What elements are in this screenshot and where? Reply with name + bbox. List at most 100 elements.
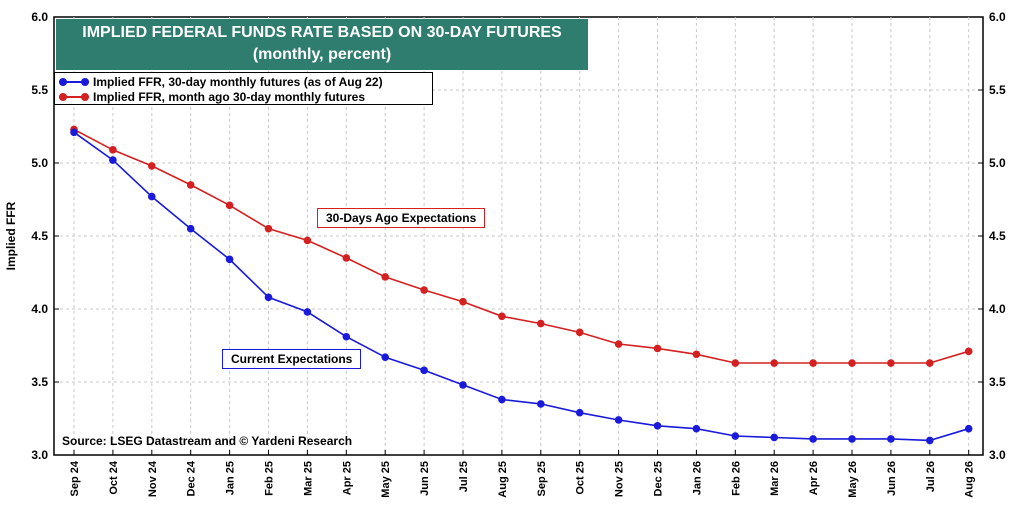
data-point-month-ago (148, 162, 156, 170)
data-point-current (148, 192, 156, 201)
data-point-month-ago (186, 181, 195, 189)
x-tick-label: Aug 26 (964, 461, 976, 498)
data-point-current (731, 432, 740, 440)
data-point-month-ago (303, 236, 312, 245)
legend-label-month-ago: Implied FFR, month ago 30-day monthly fu… (93, 89, 366, 104)
data-point-current (303, 308, 312, 316)
legend: Implied FFR, 30-day monthly futures (as … (54, 72, 433, 105)
legend-label-current: Implied FFR, 30-day monthly futures (as … (93, 74, 383, 89)
data-point-current (459, 381, 467, 389)
data-point-month-ago (264, 224, 273, 233)
y-axis-left: 3.0 3.5 4.0 4.5 5.0 5.5 6.0 (31, 10, 59, 462)
data-point-current (653, 422, 662, 430)
x-tick-label: May 26 (847, 461, 859, 498)
legend-marker-current-end (81, 77, 89, 86)
data-point-month-ago (731, 359, 740, 367)
x-tick-label: Aug 25 (497, 461, 509, 498)
legend-marker-month-ago (59, 92, 67, 101)
x-tick-label: Oct 25 (575, 461, 587, 495)
y-tick-label-left: 6.0 (31, 10, 48, 24)
data-point-current (926, 436, 934, 445)
x-tick-label: Jan 26 (691, 461, 703, 495)
data-point-current (887, 435, 895, 443)
y-tick-label-left: 4.5 (31, 229, 48, 243)
x-tick-label: Nov 25 (614, 461, 626, 497)
data-point-current (342, 332, 351, 341)
annotation-current: Current Expectations (222, 349, 362, 369)
data-point-current (264, 293, 273, 302)
data-point-current (809, 435, 817, 443)
x-tick-label: Dec 25 (653, 461, 665, 496)
data-point-month-ago (420, 286, 428, 294)
legend-swatch-current (59, 77, 89, 86)
legend-marker-month-ago-end (81, 92, 89, 101)
y-tick-label-left: 3.5 (31, 375, 48, 389)
y-tick-label-left: 4.0 (31, 302, 48, 316)
data-point-month-ago (848, 359, 856, 367)
data-point-current (770, 433, 778, 442)
data-point-current (225, 255, 234, 264)
x-tick-label: Sep 24 (69, 460, 81, 496)
data-point-month-ago (109, 146, 117, 154)
x-tick-label: May 25 (380, 461, 392, 498)
data-point-current (848, 435, 856, 443)
data-point-month-ago (225, 201, 234, 210)
chart-title-box: IMPLIED FEDERAL FUNDS RATE BASED ON 30-D… (56, 19, 588, 70)
x-tick-label: Mar 26 (769, 461, 781, 496)
source-note: Source: LSEG Datastream and © Yardeni Re… (62, 434, 353, 448)
x-axis: Sep 24 Oct 24 Nov 24 Dec 24 Jan 25 Feb 25 Mar … (69, 450, 976, 498)
data-point-month-ago (887, 359, 895, 367)
x-tick-label: Oct 24 (108, 460, 120, 495)
series-line-current (73, 131, 969, 442)
x-tick-label: Jul 26 (925, 461, 937, 492)
data-point-month-ago (381, 273, 390, 281)
data-point-month-ago (926, 359, 934, 367)
x-tick-label: Jan 25 (225, 461, 237, 495)
x-tick-label: Nov 24 (147, 460, 159, 497)
data-point-month-ago (537, 319, 545, 328)
data-point-month-ago (964, 347, 973, 356)
data-point-current (575, 408, 584, 417)
x-tick-label: Mar 25 (302, 461, 314, 496)
x-tick-label: Jul 25 (458, 461, 470, 492)
data-point-month-ago (342, 254, 351, 262)
data-point-current (498, 395, 506, 404)
data-point-current (109, 156, 117, 164)
data-point-current (692, 424, 701, 433)
x-tick-label: Jun 25 (419, 461, 431, 496)
y-tick-label-right: 4.5 (989, 229, 1006, 243)
data-point-month-ago (498, 312, 506, 321)
data-point-month-ago (770, 359, 778, 367)
y-tick-label-left: 3.0 (31, 448, 48, 462)
series-group (70, 125, 973, 445)
legend-item-month-ago: Implied FFR, month ago 30-day monthly fu… (59, 89, 365, 104)
data-point-month-ago (459, 297, 467, 306)
legend-marker-current (59, 77, 67, 86)
y-tick-label-left: 5.5 (31, 83, 48, 97)
y-tick-label-right: 6.0 (989, 10, 1006, 24)
y-axis-right: 3.0 3.5 4.0 4.5 5.0 5.5 6.0 (978, 10, 1006, 462)
data-point-month-ago (614, 340, 623, 348)
annotation-month-ago: 30-Days Ago Expectations (317, 208, 486, 228)
x-tick-label: Jun 26 (886, 461, 898, 496)
data-point-month-ago (653, 344, 662, 353)
chart-title: IMPLIED FEDERAL FUNDS RATE BASED ON 30-D… (82, 24, 562, 41)
y-axis-label: Implied FFR (4, 201, 18, 270)
x-tick-label: Apr 25 (341, 461, 353, 495)
data-point-current (186, 224, 195, 233)
y-tick-label-right: 5.0 (989, 156, 1006, 170)
x-tick-label: Apr 26 (808, 461, 820, 495)
y-tick-label-right: 3.5 (989, 375, 1006, 389)
legend-item-current: Implied FFR, 30-day monthly futures (as … (59, 74, 383, 89)
x-tick-label: Dec 24 (186, 460, 198, 496)
data-point-current (420, 366, 428, 375)
chart-subtitle: (monthly, percent) (252, 46, 392, 63)
data-point-month-ago (692, 350, 701, 359)
y-tick-label-right: 5.5 (989, 83, 1006, 97)
x-tick-label: Feb 25 (264, 461, 276, 496)
y-tick-label-right: 4.0 (989, 302, 1006, 316)
data-point-current (964, 424, 973, 433)
data-point-current (381, 353, 390, 361)
data-point-current (70, 128, 78, 137)
data-point-current (614, 416, 623, 424)
